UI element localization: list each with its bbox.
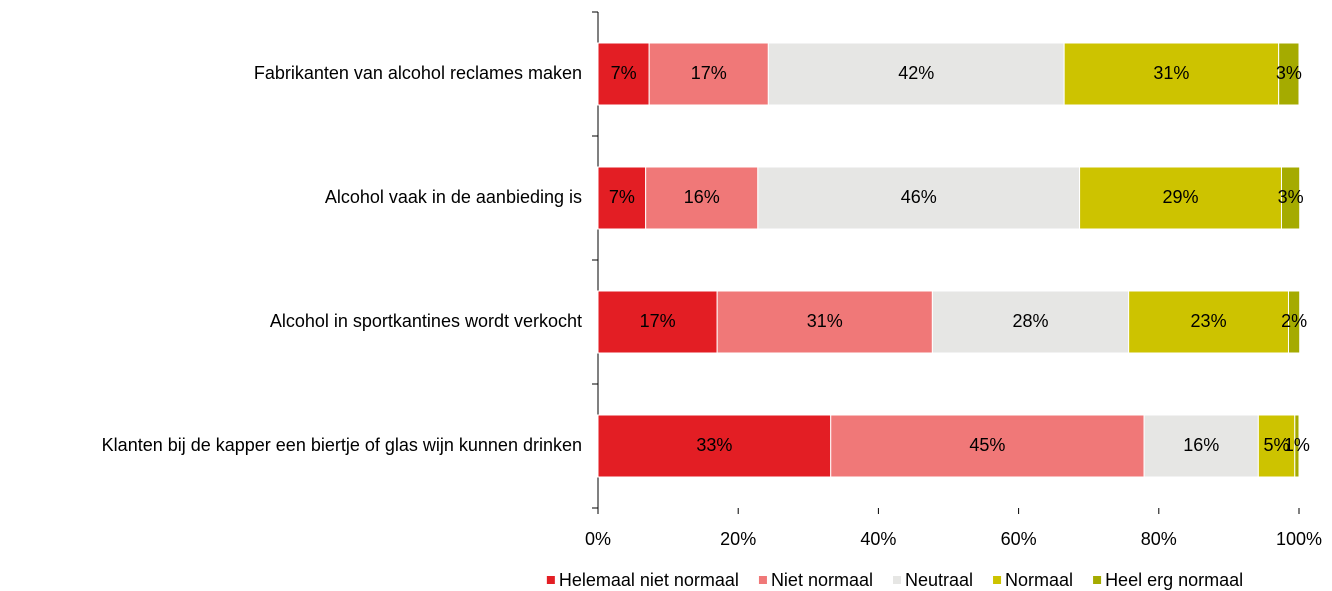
data-label: 45%	[969, 435, 1005, 455]
data-label: 17%	[691, 63, 727, 83]
legend-swatch	[993, 576, 1002, 584]
data-label: 23%	[1191, 311, 1227, 331]
x-tick-label: 60%	[1001, 529, 1037, 549]
bar-segment	[767, 42, 1065, 106]
x-tick-label: 80%	[1141, 529, 1177, 549]
legend-swatch	[1093, 576, 1102, 584]
data-label: 5%	[1264, 435, 1290, 455]
bar-segment	[1128, 290, 1289, 354]
bar-segment	[1294, 414, 1300, 478]
data-label: 33%	[696, 435, 732, 455]
legend-label: Heel erg normaal	[1105, 570, 1243, 590]
bar-segment	[931, 290, 1130, 354]
data-label: 2%	[1281, 311, 1307, 331]
data-label: 3%	[1276, 63, 1302, 83]
bar-segment	[597, 414, 832, 478]
data-label: 16%	[684, 187, 720, 207]
data-label: 16%	[1183, 435, 1219, 455]
category-label: Alcohol in sportkantines wordt verkocht	[270, 311, 582, 331]
data-label: 7%	[611, 63, 637, 83]
bar-segment	[1063, 42, 1280, 106]
bar-segment	[645, 166, 759, 230]
bar-segment	[830, 414, 1145, 478]
bar-segment	[597, 166, 647, 230]
bar-segment	[1278, 42, 1300, 106]
data-label: 17%	[640, 311, 676, 331]
x-tick-label: 40%	[860, 529, 896, 549]
data-label: 1%	[1284, 435, 1310, 455]
legend-label: Helemaal niet normaal	[559, 570, 739, 590]
data-label: 3%	[1278, 187, 1304, 207]
bar-segment	[1079, 166, 1282, 230]
bar-segment	[1143, 414, 1259, 478]
data-label: 7%	[609, 187, 635, 207]
x-tick-label: 20%	[720, 529, 756, 549]
category-label: Klanten bij de kapper een biertje of gla…	[102, 435, 582, 455]
x-tick-label: 0%	[585, 529, 611, 549]
bar-segment	[597, 42, 650, 106]
category-label: Alcohol vaak in de aanbieding is	[325, 187, 582, 207]
data-label: 31%	[1153, 63, 1189, 83]
bar-segment	[716, 290, 933, 354]
data-label: 42%	[898, 63, 934, 83]
bar-segment	[1257, 414, 1296, 478]
legend-swatch	[892, 576, 901, 584]
legend-label: Niet normaal	[771, 570, 873, 590]
data-label: 28%	[1013, 311, 1049, 331]
data-label: 46%	[901, 187, 937, 207]
data-label: 29%	[1163, 187, 1199, 207]
bar-segment	[757, 166, 1081, 230]
category-label: Fabrikanten van alcohol reclames maken	[254, 63, 582, 83]
bar-segment	[1280, 166, 1301, 230]
legend-swatch	[758, 576, 767, 584]
legend-label: Neutraal	[905, 570, 973, 590]
legend-label: Normaal	[1005, 570, 1073, 590]
bar-segment	[1287, 290, 1301, 354]
legend-swatch	[546, 576, 555, 584]
bar-segment	[648, 42, 769, 106]
x-tick-label: 100%	[1276, 529, 1322, 549]
data-label: 31%	[807, 311, 843, 331]
